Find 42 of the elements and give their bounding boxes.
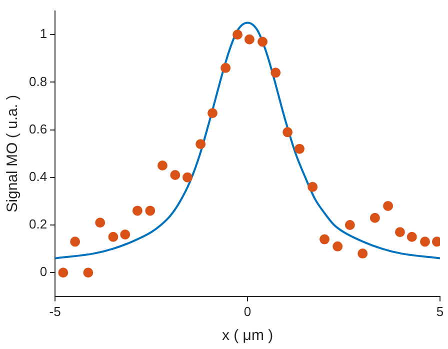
x-axis-title: x ( μm )	[222, 327, 274, 344]
y-tick-label: 0.4	[28, 168, 48, 184]
point	[95, 218, 106, 228]
point	[270, 68, 281, 78]
x-tick-label: 5	[436, 304, 444, 319]
y-tick-label: 0.6	[28, 121, 48, 136]
y-tick-label: 0	[40, 264, 48, 280]
point	[282, 127, 293, 138]
point	[220, 62, 231, 73]
point	[394, 227, 405, 238]
point	[344, 220, 355, 230]
point	[182, 172, 192, 182]
point	[145, 206, 156, 216]
y-tick-label: 0.8	[28, 74, 48, 89]
point	[244, 34, 254, 44]
point	[58, 268, 68, 278]
point	[258, 36, 268, 47]
point	[208, 108, 218, 118]
point	[370, 212, 380, 223]
point	[383, 200, 394, 211]
y-tick-label: 0.2	[28, 216, 48, 232]
point	[108, 232, 118, 242]
point	[83, 268, 94, 278]
point	[196, 139, 206, 150]
point	[308, 182, 318, 192]
point	[120, 230, 130, 240]
y-axis-title: Signal MO ( u.a. )	[4, 94, 22, 212]
point	[332, 241, 343, 252]
point	[406, 232, 417, 242]
x-tick-label: 0	[244, 304, 252, 319]
point	[294, 144, 304, 154]
point	[320, 234, 330, 244]
point	[170, 170, 180, 180]
point	[420, 236, 430, 247]
point	[70, 236, 80, 247]
point	[358, 248, 368, 259]
point	[232, 30, 243, 40]
line-series	[55, 22, 440, 260]
x-tick-label: -5	[49, 304, 61, 319]
y-tick-label: 1	[40, 26, 48, 42]
point	[132, 206, 142, 216]
point	[157, 160, 168, 170]
